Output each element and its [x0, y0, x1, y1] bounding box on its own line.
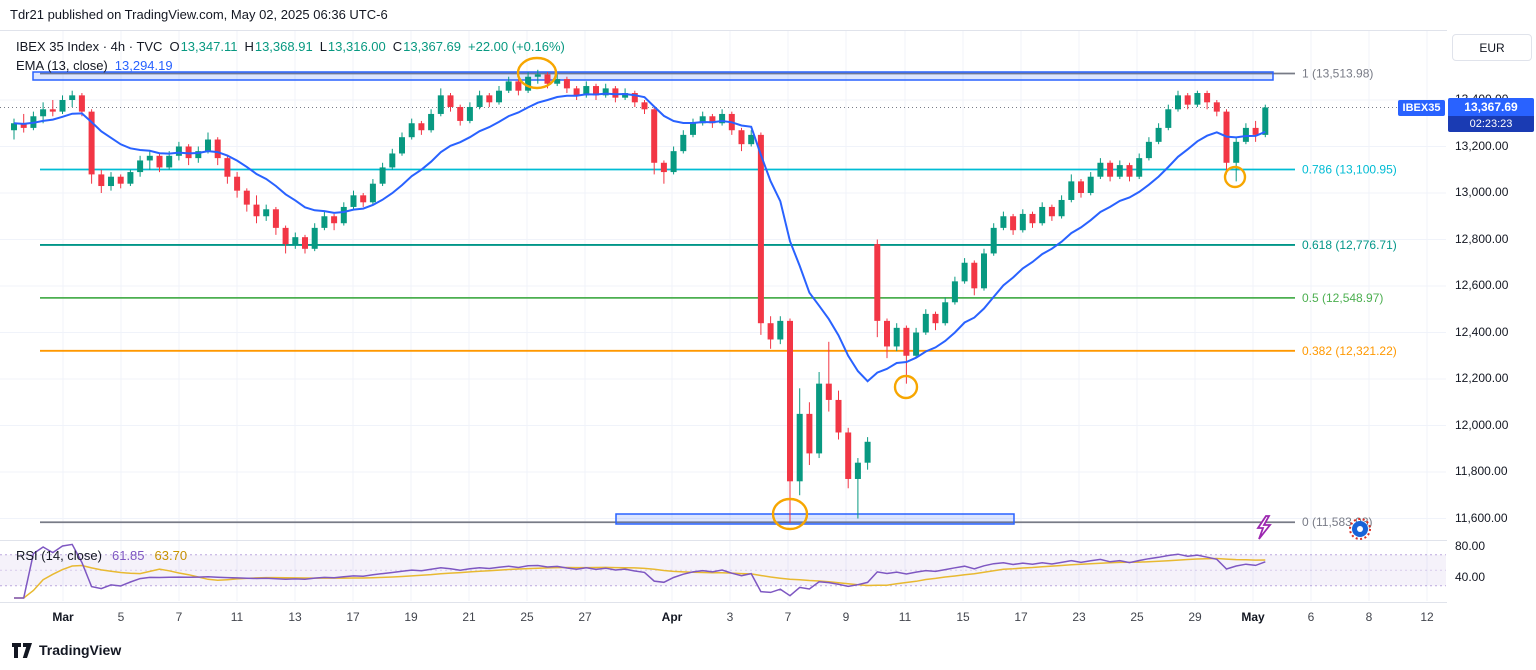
rsi-value: 61.85 [111, 548, 145, 563]
time-tick-label: 11 [898, 610, 912, 624]
drawing-box[interactable] [615, 513, 1015, 525]
tradingview-logo-icon [12, 642, 32, 658]
drawing-circle[interactable] [516, 56, 558, 90]
publisher-text: Tdr21 published on TradingView.com, May … [10, 7, 388, 22]
time-tick-label: 13 [288, 610, 302, 624]
symbol-title: IBEX 35 Index · 4h · TVC [16, 39, 163, 54]
lightning-icon[interactable] [1256, 515, 1272, 540]
rsi-line[interactable] [14, 543, 1266, 599]
fib-label: 1 (13,513.98) [1302, 66, 1373, 80]
time-tick-label: Apr [661, 610, 683, 624]
tradingview-logo[interactable]: TradingView [12, 642, 121, 658]
rsi-ma-value: 63.70 [154, 548, 188, 563]
ohlc-low: L 13,316.00 [319, 39, 386, 54]
time-tick-label: 3 [726, 610, 734, 624]
price-tick-label: 13,000.00 [1455, 185, 1509, 199]
time-tick-label: 23 [1072, 610, 1086, 624]
price-axis[interactable]: EUR 13,367.69 02:23:23 13,400.0013,200.0… [1447, 30, 1536, 632]
ohlc-open: O 13,347.11 [169, 39, 238, 54]
time-tick-label: 21 [462, 610, 476, 624]
ohlc-close: C 13,367.69 [392, 39, 461, 54]
time-tick-label: 27 [578, 610, 592, 624]
time-tick-label: 25 [1130, 610, 1144, 624]
price-tick-label: 12,600.00 [1455, 278, 1509, 292]
price-tick-label: 12,200.00 [1455, 371, 1509, 385]
time-tick-label: 17 [346, 610, 360, 624]
drawing-circle[interactable] [893, 374, 919, 400]
fib-label: 0.382 (12,321.22) [1302, 344, 1397, 358]
time-tick-label: 12 [1420, 610, 1434, 624]
fib-label: 0.5 (12,548.97) [1302, 291, 1383, 305]
publisher-bar: Tdr21 published on TradingView.com, May … [0, 0, 1536, 30]
time-tick-label: 15 [956, 610, 970, 624]
fib-retracement[interactable]: 1 (13,513.98) 0.786 (13,100.95) 0.618 (12,… [40, 66, 1397, 529]
time-tick-label: 7 [784, 610, 792, 624]
rsi-title: RSI (14, close) [16, 548, 102, 563]
chart-legend[interactable]: IBEX 35 Index · 4h · TVC O 13,347.11 H 1… [16, 37, 565, 75]
time-tick-label: 25 [520, 610, 534, 624]
price-tick-label: 11,600.00 [1455, 510, 1508, 525]
time-tick-label: 5 [117, 610, 125, 624]
currency-button[interactable]: EUR [1452, 34, 1532, 61]
bar-countdown: 02:23:23 [1448, 116, 1534, 132]
time-tick-label: 17 [1014, 610, 1028, 624]
time-tick-label: 19 [404, 610, 418, 624]
time-tick-label: 6 [1307, 610, 1315, 624]
price-tick-label: 12,800.00 [1455, 231, 1509, 246]
fib-label: 0.786 (13,100.95) [1302, 163, 1397, 177]
drawing-circle[interactable] [771, 497, 809, 531]
price-tick-label: 12,400.00 [1455, 324, 1509, 339]
ema-title: EMA (13, close) [16, 58, 108, 73]
price-tick-label: 40.00 [1455, 570, 1486, 584]
ohlc-high: H 13,368.91 [244, 39, 313, 54]
drawing-box[interactable] [32, 71, 1274, 81]
time-tick-label: 11 [230, 610, 244, 624]
ema-value: 13,294.19 [114, 58, 173, 73]
price-tick-label: 80.00 [1455, 539, 1486, 553]
tradingview-logo-text: TradingView [39, 642, 122, 658]
price-tick-label: 12,000.00 [1455, 417, 1509, 432]
price-tick-label: 11,800.00 [1455, 464, 1508, 478]
badge-icon[interactable] [1349, 518, 1371, 540]
ema-line[interactable] [13, 92, 1266, 383]
time-axis[interactable]: Mar 5 7 11 13 17 19 21 25 27 Apr 3 7 9 11 15 17 23 25 29 May… [0, 602, 1536, 632]
footer-bar: TradingView [0, 632, 1536, 670]
symbol-tag[interactable]: IBEX35 [1398, 100, 1445, 116]
candles-layer[interactable] [11, 69, 1269, 524]
last-price-value: 13,367.69 [1448, 98, 1534, 116]
price-tick-label: 13,200.00 [1455, 138, 1509, 153]
fib-label: 0.618 (12,776.71) [1302, 238, 1397, 252]
symbol-legend-row[interactable]: IBEX 35 Index · 4h · TVC O 13,347.11 H 1… [16, 37, 565, 56]
rsi-legend-row[interactable]: RSI (14, close) 61.85 63.70 [16, 548, 187, 563]
ema-legend-row[interactable]: EMA (13, close) 13,294.19 [16, 56, 565, 75]
time-tick-label: 7 [175, 610, 183, 624]
rsi-ma-line[interactable] [14, 557, 1266, 599]
time-tick-label: 9 [842, 610, 850, 624]
drawing-circle[interactable] [1223, 165, 1247, 189]
last-price-tag[interactable]: 13,367.69 02:23:23 [1448, 98, 1534, 132]
price-change: +22.00 (+0.16%) [468, 39, 565, 54]
time-tick-label: May [1241, 610, 1265, 624]
time-tick-label: 29 [1188, 610, 1202, 624]
time-tick-label: Mar [52, 610, 74, 624]
time-tick-label: 8 [1365, 610, 1373, 624]
